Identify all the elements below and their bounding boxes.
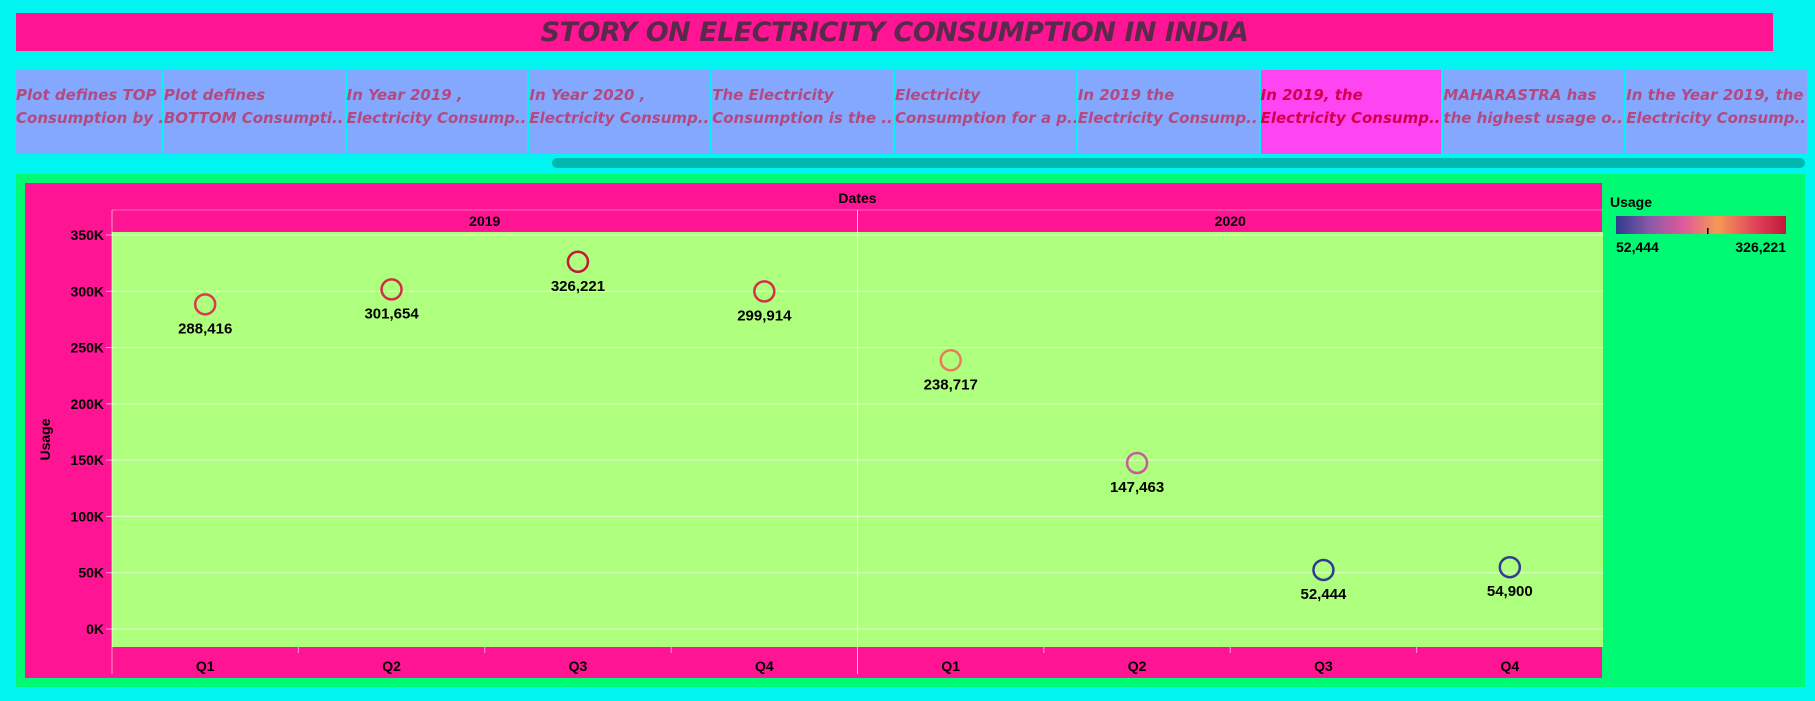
- story-title: STORY ON ELECTRICITY CONSUMPTION IN INDI…: [540, 16, 1249, 48]
- story-tab-5[interactable]: The Electricity Consumption is the ..: [712, 70, 894, 154]
- usage-scatter-chart: Dates 2019 2020 0K 50K 100K 150K 200K 250K 300K 35…: [25, 183, 1786, 678]
- data-label-2019-Q3: 326,221: [551, 278, 605, 295]
- story-tab-8[interactable]: In 2019, the Electricity Consump..: [1260, 70, 1442, 154]
- y-tick-label: 50K: [78, 565, 104, 581]
- chart-panel: Dates 2019 2020 0K 50K 100K 150K 200K 250K 300K 35…: [16, 174, 1805, 687]
- data-label-2020-Q1: 238,717: [924, 376, 978, 393]
- story-tab-1[interactable]: Plot defines TOP Consumption by ..: [16, 70, 162, 154]
- y-axis-title: Usage: [37, 418, 53, 460]
- story-tab-4[interactable]: In Year 2020 , Electricity Consump..: [529, 70, 711, 154]
- story-tab-text: Consumption for a p..: [895, 109, 1076, 127]
- story-tab-7[interactable]: In 2019 the Electricity Consump..: [1077, 70, 1259, 154]
- x-tick-label-2019-Q4: Q4: [755, 658, 774, 674]
- legend-max-label: 326,221: [1735, 239, 1786, 255]
- data-label-2020-Q4: 54,900: [1487, 583, 1533, 600]
- data-point-2019-Q3: [566, 250, 590, 274]
- story-tab-text: Plot defines: [163, 86, 266, 104]
- legend-title: Usage: [1610, 194, 1652, 210]
- story-tab-text: Consumption is the ..: [712, 109, 893, 127]
- y-tick-label: 150K: [71, 452, 104, 468]
- story-tab-6[interactable]: Electricity Consumption for a p..: [895, 70, 1076, 154]
- story-tab-text: Consumption by ..: [16, 109, 162, 127]
- data-point-2019-Q4: [753, 280, 776, 303]
- y-tick-label: 200K: [71, 396, 104, 412]
- year-header-2019: 2019: [469, 213, 500, 229]
- header-dates: Dates: [838, 190, 876, 206]
- story-tab-text: Plot defines TOP: [16, 86, 157, 104]
- data-point-2020-Q2: [1125, 451, 1149, 475]
- y-tick-label: 100K: [71, 508, 104, 524]
- tabs-scrollbar[interactable]: [552, 158, 1805, 168]
- story-tab-text: Electricity Consump..: [346, 109, 527, 127]
- x-tick-label-2020-Q4: Q4: [1500, 658, 1519, 674]
- story-tab-10[interactable]: In the Year 2019, the Electricity Consump…: [1626, 70, 1807, 154]
- data-label-2019-Q2: 301,654: [364, 305, 419, 322]
- story-tab-text: the highest usage o..: [1443, 109, 1623, 127]
- data-label-2019-Q1: 288,416: [178, 320, 232, 337]
- y-tick-label: 300K: [71, 283, 104, 299]
- data-point-2020-Q4: [1498, 555, 1522, 579]
- story-title-bar: STORY ON ELECTRICITY CONSUMPTION IN INDI…: [16, 13, 1773, 51]
- x-tick-label-2020-Q2: Q2: [1128, 658, 1147, 674]
- story-tab-text: In Year 2019 ,: [346, 86, 463, 104]
- story-point-tabs: Plot defines TOP Consumption by .. Plot de…: [16, 70, 1807, 154]
- x-tick-label-2019-Q3: Q3: [569, 658, 588, 674]
- data-point-2019-Q2: [380, 278, 403, 301]
- data-point-2020-Q1: [939, 349, 962, 372]
- year-header-2020: 2020: [1215, 213, 1246, 229]
- story-tab-3[interactable]: In Year 2019 , Electricity Consump..: [346, 70, 528, 154]
- data-point-2019-Q1: [193, 293, 217, 316]
- story-tab-text: In Year 2020 ,: [529, 86, 646, 104]
- legend-gradient-bar: [1616, 216, 1786, 234]
- story-tab-text: MAHARASTRA has: [1443, 86, 1597, 104]
- data-label-2019-Q4: 299,914: [737, 307, 792, 324]
- x-tick-label-2019-Q1: Q1: [196, 658, 215, 674]
- data-label-2020-Q3: 52,444: [1300, 586, 1347, 603]
- story-tab-text: BOTTOM Consumpti..: [163, 109, 344, 127]
- story-tab-2[interactable]: Plot defines BOTTOM Consumpti..: [163, 70, 345, 154]
- story-tab-9[interactable]: MAHARASTRA has the highest usage o..: [1443, 70, 1625, 154]
- story-tab-text: Electricity Consump..: [1260, 109, 1441, 127]
- story-tab-text: The Electricity: [712, 86, 834, 104]
- x-tick-label-2020-Q3: Q3: [1314, 658, 1333, 674]
- story-tab-text: In the Year 2019, the: [1626, 86, 1804, 104]
- data-point-2020-Q3: [1312, 558, 1335, 582]
- story-tab-text: In 2019 the: [1077, 86, 1175, 104]
- y-tick-label: 350K: [71, 227, 104, 243]
- story-tab-text: Electricity Consump..: [1626, 109, 1806, 127]
- y-tick-label: 250K: [71, 340, 104, 356]
- story-tab-text: Electricity Consump..: [529, 109, 710, 127]
- x-tick-label-2020-Q1: Q1: [941, 658, 960, 674]
- legend-min-label: 52,444: [1616, 239, 1659, 255]
- data-label-2020-Q2: 147,463: [1110, 479, 1164, 496]
- x-tick-label-2019-Q2: Q2: [382, 658, 401, 674]
- y-tick-label: 0K: [86, 621, 104, 637]
- story-tab-text: Electricity Consump..: [1077, 109, 1258, 127]
- story-tab-text: Electricity: [895, 86, 981, 104]
- story-tab-text: In 2019, the: [1260, 86, 1363, 104]
